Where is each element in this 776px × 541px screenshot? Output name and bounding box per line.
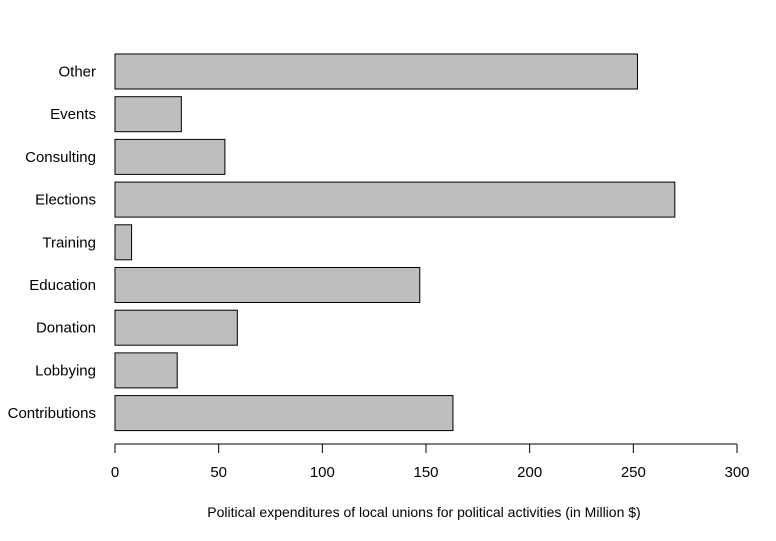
x-tick-label-0: 0 — [111, 464, 119, 481]
bar-education — [114, 267, 421, 303]
bar-donation — [114, 309, 238, 346]
bar-lobbying — [114, 352, 178, 389]
x-tick-label-200: 200 — [517, 464, 542, 481]
bar-events — [114, 96, 182, 133]
category-label-education: Education — [29, 277, 96, 294]
x-axis: 0 50 100 150 200 250 300 — [111, 443, 750, 481]
category-label-training: Training — [42, 234, 96, 251]
x-ticks: 0 50 100 150 200 250 300 — [111, 444, 750, 481]
category-labels: Contributions Lobbying Donation Education Tr… — [8, 64, 96, 423]
x-tick-label-300: 300 — [724, 464, 749, 481]
x-axis-title: Political expenditures of local unions f… — [207, 504, 640, 520]
bar-training — [114, 224, 133, 261]
x-tick-label-50: 50 — [210, 464, 227, 481]
bars-group — [114, 53, 676, 432]
category-label-lobbying: Lobbying — [35, 362, 96, 379]
x-tick-label-100: 100 — [310, 464, 335, 481]
bar-elections — [114, 181, 676, 218]
bar-contributions — [114, 395, 454, 432]
category-label-consulting: Consulting — [25, 149, 96, 166]
category-label-elections: Elections — [35, 192, 96, 209]
category-label-other: Other — [58, 64, 96, 81]
category-label-events: Events — [50, 106, 96, 123]
x-tick-label-150: 150 — [413, 464, 438, 481]
category-label-contributions: Contributions — [8, 405, 96, 422]
x-tick-label-250: 250 — [621, 464, 646, 481]
bar-other — [114, 53, 638, 90]
category-label-donation: Donation — [36, 320, 96, 337]
bar-consulting — [114, 138, 226, 175]
